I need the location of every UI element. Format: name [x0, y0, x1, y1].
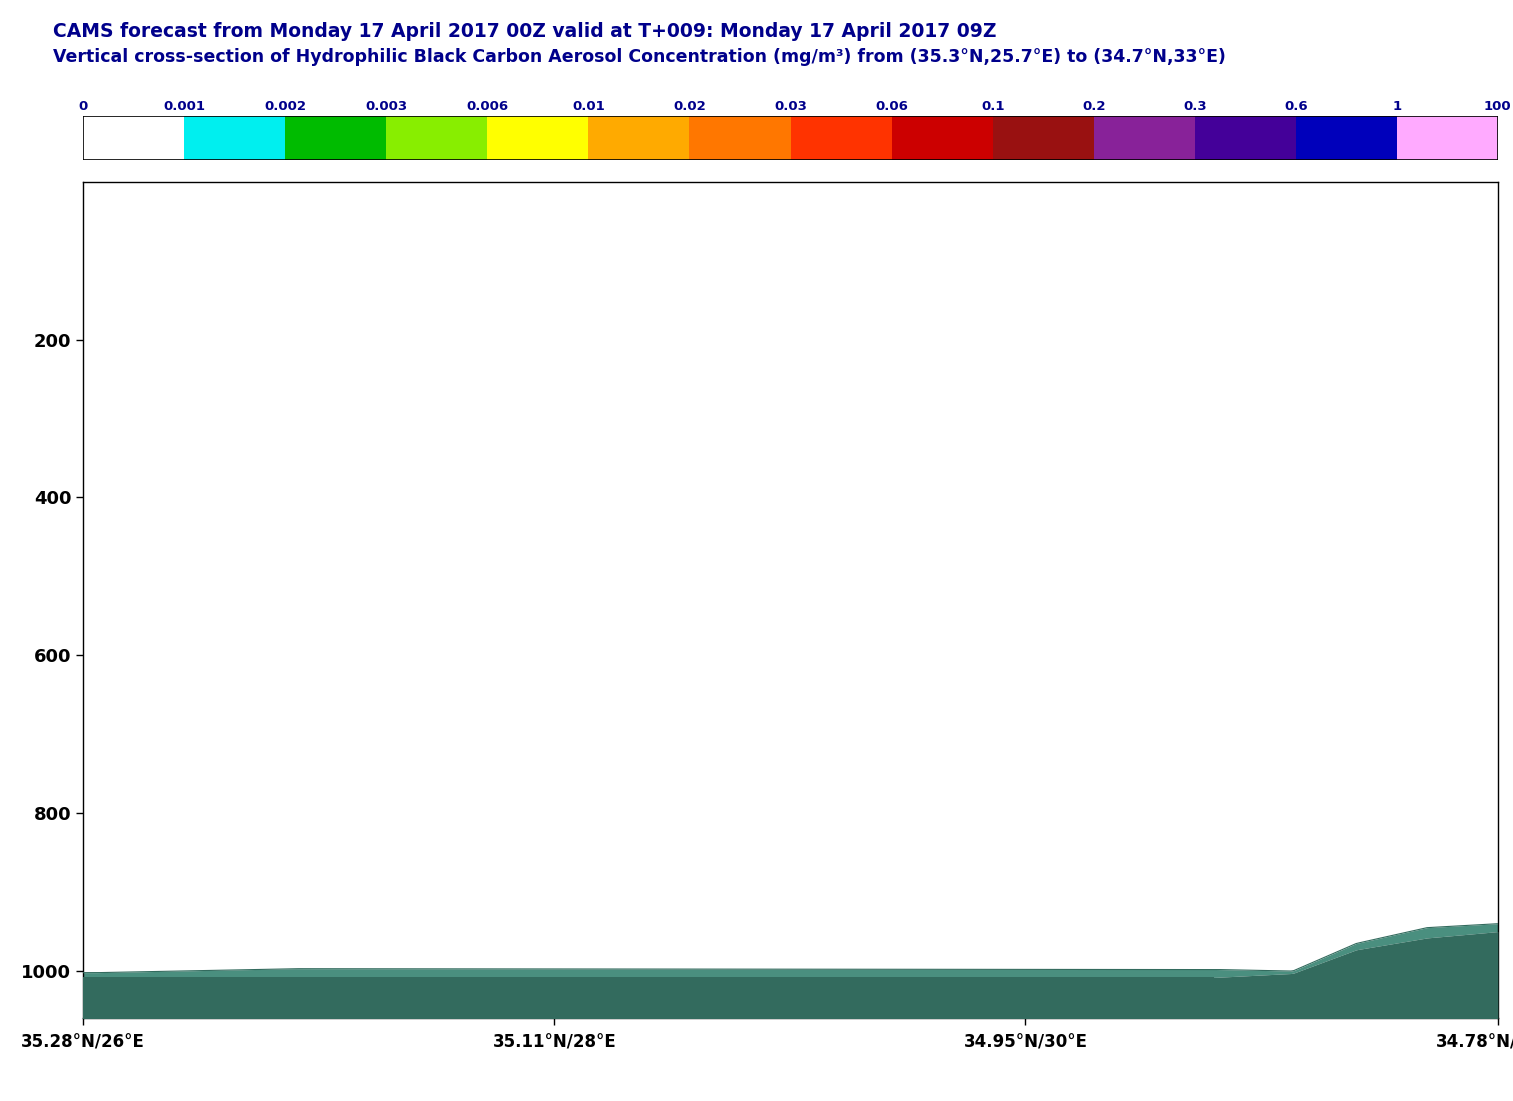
Text: Vertical cross-section of Hydrophilic Black Carbon Aerosol Concentration (mg/m³): Vertical cross-section of Hydrophilic Bl…: [53, 48, 1226, 66]
Text: 0.1: 0.1: [980, 100, 1005, 113]
Bar: [83, 116, 185, 160]
Text: 0.006: 0.006: [466, 100, 508, 113]
Text: 0.01: 0.01: [572, 100, 605, 113]
Bar: [993, 116, 1094, 160]
Bar: [185, 116, 286, 160]
Text: 0.2: 0.2: [1082, 100, 1106, 113]
Text: 1: 1: [1392, 100, 1401, 113]
Text: CAMS forecast from Monday 17 April 2017 00Z valid at T+009: Monday 17 April 2017: CAMS forecast from Monday 17 April 2017 …: [53, 22, 997, 41]
Text: 100: 100: [1484, 100, 1511, 113]
Bar: [286, 116, 386, 160]
Bar: [891, 116, 993, 160]
Bar: [1396, 116, 1498, 160]
Bar: [1195, 116, 1295, 160]
Text: 0.06: 0.06: [875, 100, 908, 113]
Text: 0.03: 0.03: [775, 100, 806, 113]
Text: 0.02: 0.02: [673, 100, 707, 113]
Bar: [487, 116, 589, 160]
Text: 0.002: 0.002: [265, 100, 306, 113]
Text: 0.001: 0.001: [163, 100, 206, 113]
Text: 0.6: 0.6: [1285, 100, 1307, 113]
Bar: [791, 116, 891, 160]
Bar: [690, 116, 791, 160]
Text: 0.003: 0.003: [365, 100, 407, 113]
Bar: [386, 116, 487, 160]
Bar: [589, 116, 690, 160]
Bar: [1094, 116, 1195, 160]
Text: 0: 0: [79, 100, 88, 113]
Text: 0.3: 0.3: [1183, 100, 1206, 113]
Bar: [1295, 116, 1396, 160]
